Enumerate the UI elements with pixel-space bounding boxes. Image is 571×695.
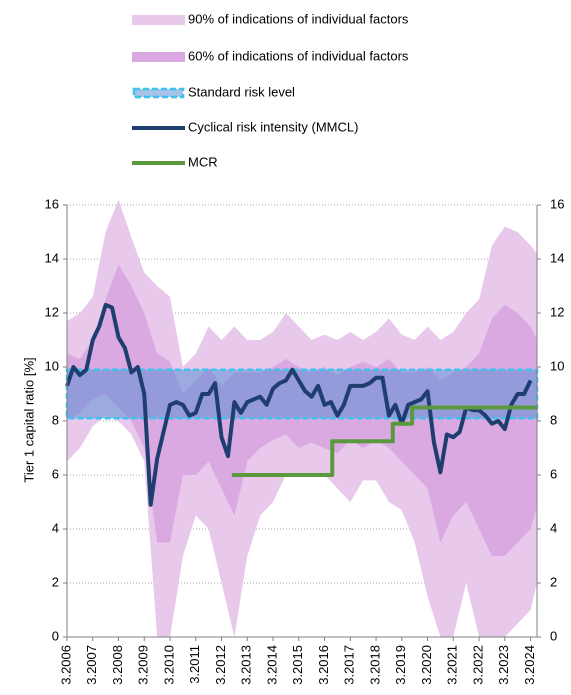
x-tick-label: 3.2014 bbox=[264, 645, 279, 685]
y2-tick-label: 10 bbox=[550, 358, 564, 373]
x-tick-label: 3.2006 bbox=[58, 645, 73, 685]
x-tick-label: 3.2015 bbox=[290, 645, 305, 685]
legend-label: 60% of indications of individual factors bbox=[188, 48, 409, 63]
y-tick-label: 6 bbox=[52, 466, 59, 481]
x-tick-label: 3.2008 bbox=[110, 645, 125, 685]
y2-tick-label: 0 bbox=[550, 628, 557, 643]
x-tick-label: 3.2013 bbox=[239, 645, 254, 685]
x-tick-label: 3.2016 bbox=[316, 645, 331, 685]
y-tick-label: 0 bbox=[52, 628, 59, 643]
y-tick-label: 10 bbox=[45, 358, 59, 373]
x-tick-label: 3.2022 bbox=[470, 645, 485, 685]
series-line bbox=[231, 405, 537, 477]
series-line bbox=[65, 302, 533, 507]
y-axis-title: Tier 1 capital ratio [%] bbox=[21, 357, 36, 482]
legend-swatch bbox=[132, 52, 185, 62]
x-tick-label: 3.2021 bbox=[445, 645, 460, 685]
x-tick-label: 3.2009 bbox=[136, 645, 151, 685]
y-tick-label: 8 bbox=[52, 412, 59, 427]
x-tick-label: 3.2018 bbox=[367, 645, 382, 685]
x-tick-label: 3.2020 bbox=[419, 645, 434, 685]
x-tick-label: 3.2012 bbox=[213, 645, 228, 685]
x-tick-label: 3.2010 bbox=[161, 645, 176, 685]
y-tick-label: 12 bbox=[45, 304, 59, 319]
legend-swatch bbox=[132, 87, 185, 99]
x-tick-label: 3.2017 bbox=[342, 645, 357, 685]
y2-tick-label: 4 bbox=[550, 520, 557, 535]
y2-tick-label: 2 bbox=[550, 574, 557, 589]
x-tick-label: 3.2011 bbox=[187, 645, 202, 684]
legend-swatch bbox=[132, 15, 185, 25]
y2-tick-label: 6 bbox=[550, 466, 557, 481]
y-tick-label: 16 bbox=[45, 196, 59, 211]
legend-label: Cyclical risk intensity (MMCL) bbox=[188, 119, 358, 134]
y2-tick-label: 8 bbox=[550, 412, 557, 427]
x-tick-label: 3.2007 bbox=[84, 645, 99, 685]
y2-tick-label: 12 bbox=[550, 304, 564, 319]
y-tick-label: 14 bbox=[45, 250, 59, 265]
x-tick-label: 3.2024 bbox=[522, 645, 537, 685]
legend-label: Standard risk level bbox=[188, 84, 295, 99]
legend-label: MCR bbox=[188, 154, 218, 169]
y-tick-label: 2 bbox=[52, 574, 59, 589]
y2-tick-label: 14 bbox=[550, 250, 564, 265]
x-tick-label: 3.2019 bbox=[393, 645, 408, 685]
legend-label: 90% of indications of individual factors bbox=[188, 11, 409, 26]
y-tick-label: 4 bbox=[52, 520, 59, 535]
y2-tick-label: 16 bbox=[550, 196, 564, 211]
x-tick-label: 3.2023 bbox=[496, 645, 511, 685]
